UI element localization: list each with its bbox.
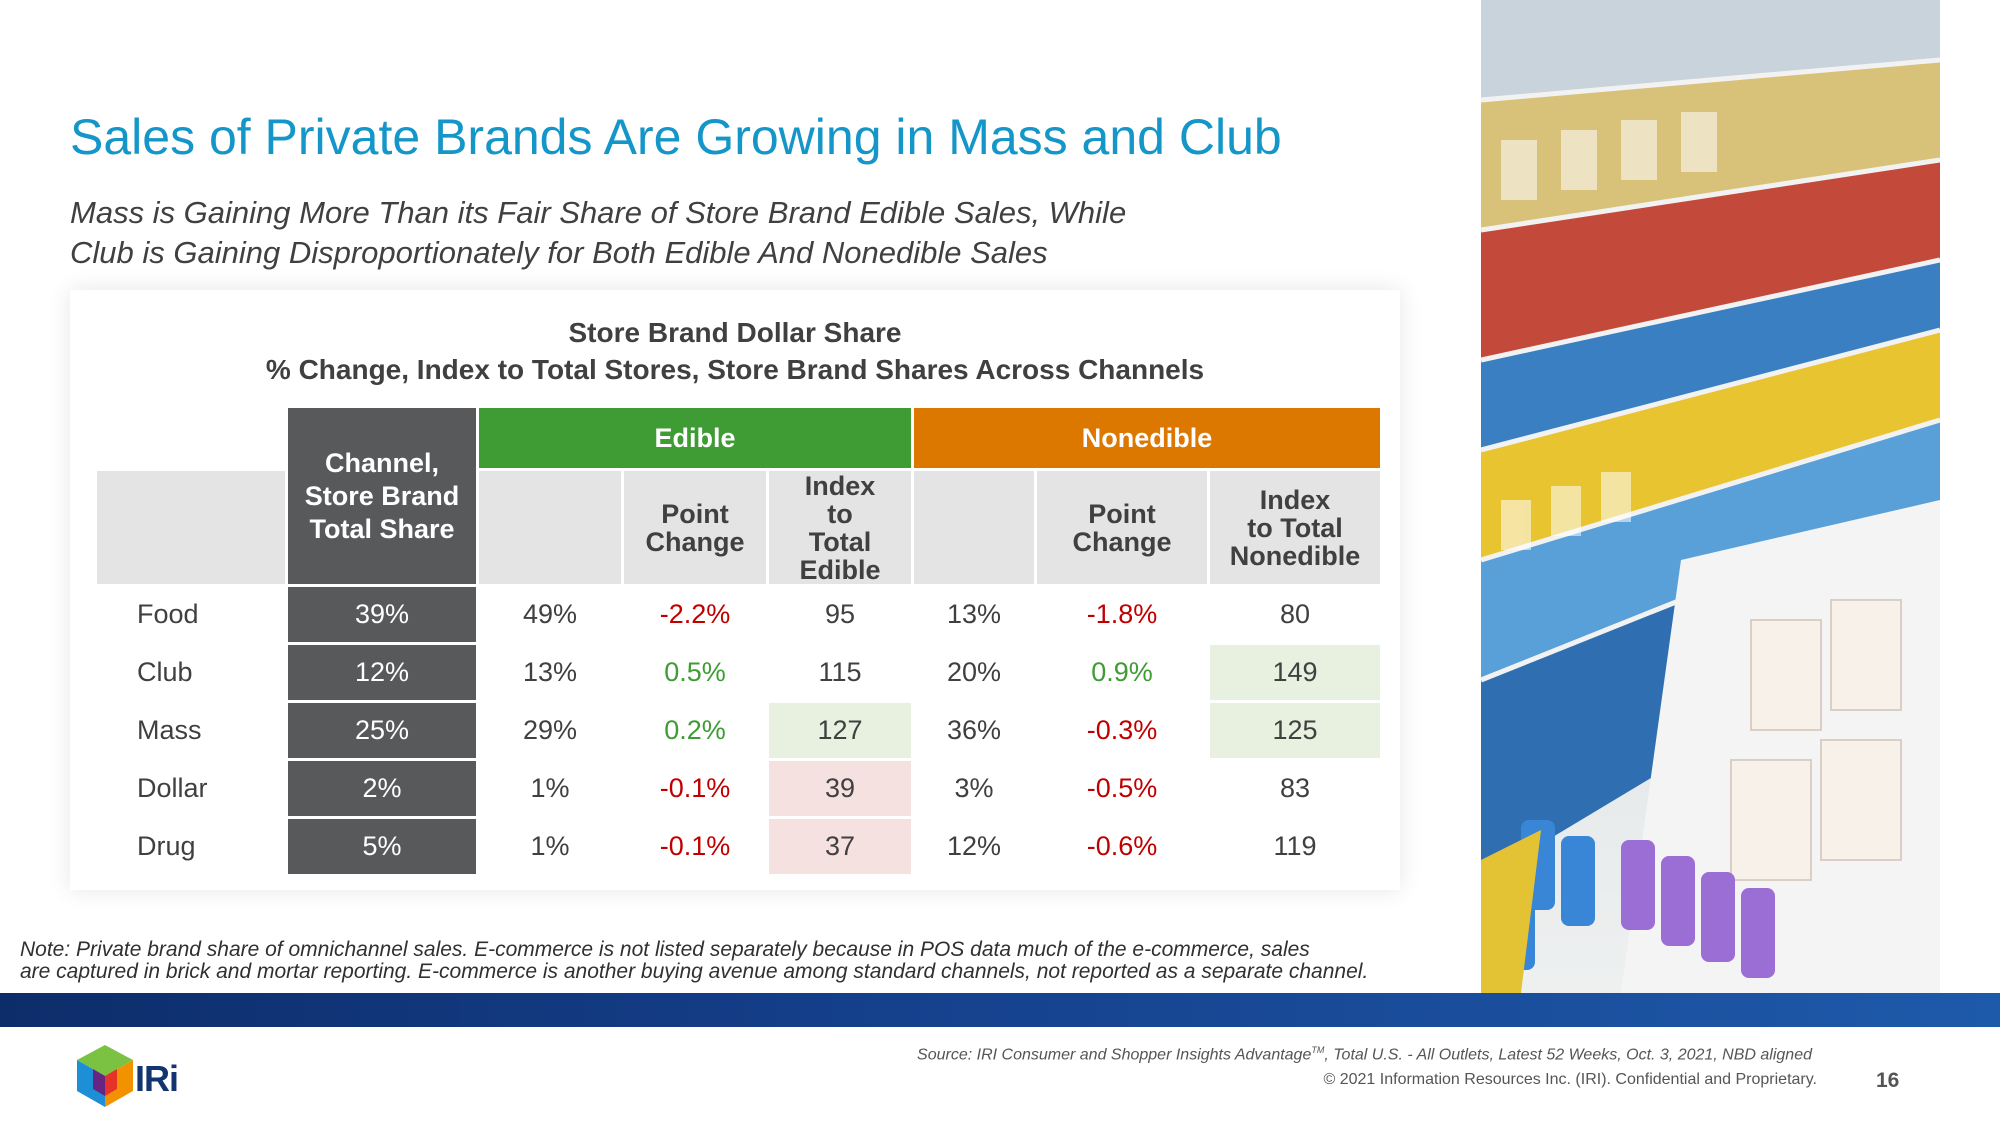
nonedible-index-header: Index to Total Nonedible [1210,471,1380,584]
channel-header: Channel, Store Brand Total Share [288,408,476,584]
edible-point-change-cell: -2.2% [624,587,766,642]
edible-index-cell: 39 [769,761,911,816]
footnote: Note: Private brand share of omnichannel… [20,939,1368,983]
header-line: Change [1072,526,1172,557]
page-number: 16 [1876,1069,1900,1092]
nonedible-point-change-cell: 0.9% [1037,645,1207,700]
edible-point-change-cell: -0.1% [624,761,766,816]
edible-point-change-cell: 0.2% [624,703,766,758]
header-line: Index [804,470,876,501]
group-header-row: Channel, Store Brand Total Share Edible … [97,408,1380,584]
table-row: Drug 5% 1% -0.1% 37 12% -0.6% 119 [97,819,1380,874]
edible-share-cell: 29% [479,703,621,758]
footer-band [0,993,2000,1027]
header-line: Change [645,526,745,557]
total-share-cell: 39% [288,587,476,642]
row-label-dollar: Dollar [97,761,285,816]
copyright-note: © 2021 Information Resources Inc. (IRI).… [1323,1071,1818,1088]
edible-point-change-header: Point Change [624,471,766,584]
header-empty-cell [97,408,285,468]
table-row: Dollar 2% 1% -0.1% 39 3% -0.5% 83 [97,761,1380,816]
channel-header-line-3: Total Share [309,513,455,544]
nonedible-share-cell: 3% [914,761,1034,816]
nonedible-group-header: Nonedible [914,408,1380,468]
edible-point-change-cell: -0.1% [624,819,766,874]
nonedible-share-cell: 20% [914,645,1034,700]
nonedible-share-cell: 12% [914,819,1034,874]
nonedible-point-change-cell: -1.8% [1037,587,1207,642]
row-label-drug: Drug [97,819,285,874]
edible-share-cell: 1% [479,761,621,816]
edible-share-cell: 1% [479,819,621,874]
nonedible-share-cell: 13% [914,587,1034,642]
supermarket-shelves-illustration [1481,0,1940,993]
table-title-line-1: Store Brand Dollar Share [568,317,902,348]
nonedible-index-cell: 149 [1210,645,1380,700]
nonedible-point-change-cell: -0.5% [1037,761,1207,816]
header-line: Nonedible [1229,540,1361,571]
channel-header-line-2: Store Brand [304,480,460,511]
edible-point-change-cell: 0.5% [624,645,766,700]
header-line: Point [661,498,729,529]
edible-group-header: Edible [479,408,911,468]
nonedible-index-cell: 119 [1210,819,1380,874]
header-line: Total [808,526,872,557]
row-label-food: Food [97,587,285,642]
edible-index-cell: 115 [769,645,911,700]
nonedible-point-change-cell: -0.3% [1037,703,1207,758]
row-label-header [97,471,285,584]
source-note: Source: IRI Consumer and Shopper Insight… [917,1045,1812,1064]
nonedible-point-change-cell: -0.6% [1037,819,1207,874]
header-line: Index [1259,484,1331,515]
edible-share-header [479,471,621,584]
edible-index-cell: 95 [769,587,911,642]
iri-logo-cube [77,1045,133,1107]
header-line: to Total [1247,512,1343,543]
iri-logo-icon [77,1045,133,1112]
source-text-b: , Total U.S. - All Outlets, Latest 52 We… [1324,1046,1812,1064]
nonedible-share-cell: 36% [914,703,1034,758]
slide-title: Sales of Private Brands Are Growing in M… [70,109,1282,165]
total-share-cell: 12% [288,645,476,700]
header-line: to [827,498,853,529]
nonedible-index-cell: 125 [1210,703,1380,758]
nonedible-index-cell: 83 [1210,761,1380,816]
row-label-club: Club [97,645,285,700]
supermarket-aisle-photo [1481,0,1940,993]
channel-header-line-1: Channel, [324,447,439,478]
total-share-cell: 5% [288,819,476,874]
header-line: Edible [799,554,881,585]
row-label-mass: Mass [97,703,285,758]
table-title: Store Brand Dollar Share % Change, Index… [70,314,1400,388]
table-title-line-2: % Change, Index to Total Stores, Store B… [265,354,1205,385]
edible-share-cell: 13% [479,645,621,700]
edible-index-cell: 37 [769,819,911,874]
nonedible-point-change-header: Point Change [1037,471,1207,584]
nonedible-share-header [914,471,1034,584]
nonedible-index-cell: 80 [1210,587,1380,642]
store-brand-share-table: Channel, Store Brand Total Share Edible … [94,405,1383,877]
slide-subtitle: Mass is Gaining More Than its Fair Share… [70,193,1126,273]
column-header-row: Point Change Index to Total Edible Point… [97,471,1380,584]
table-row: Club 12% 13% 0.5% 115 20% 0.9% 149 [97,645,1380,700]
header-line: Point [1088,498,1156,529]
edible-index-header: Index to Total Edible [769,471,911,584]
total-share-cell: 2% [288,761,476,816]
trademark-mark: TM [1311,1045,1325,1055]
edible-share-cell: 49% [479,587,621,642]
subtitle-line-1: Mass is Gaining More Than its Fair Share… [70,195,1127,230]
source-text-a: Source: IRI Consumer and Shopper Insight… [917,1046,1312,1064]
table-row: Food 39% 49% -2.2% 95 13% -1.8% 80 [97,587,1380,642]
footnote-line-2: are captured in brick and mortar reporti… [20,960,1369,983]
subtitle-line-2: Club is Gaining Disproportionately for B… [70,235,1048,270]
iri-logo-text: IRi [135,1058,179,1099]
table-row: Mass 25% 29% 0.2% 127 36% -0.3% 125 [97,703,1380,758]
total-share-cell: 25% [288,703,476,758]
footnote-line-1: Note: Private brand share of omnichannel… [20,938,1310,961]
edible-index-cell: 127 [769,703,911,758]
